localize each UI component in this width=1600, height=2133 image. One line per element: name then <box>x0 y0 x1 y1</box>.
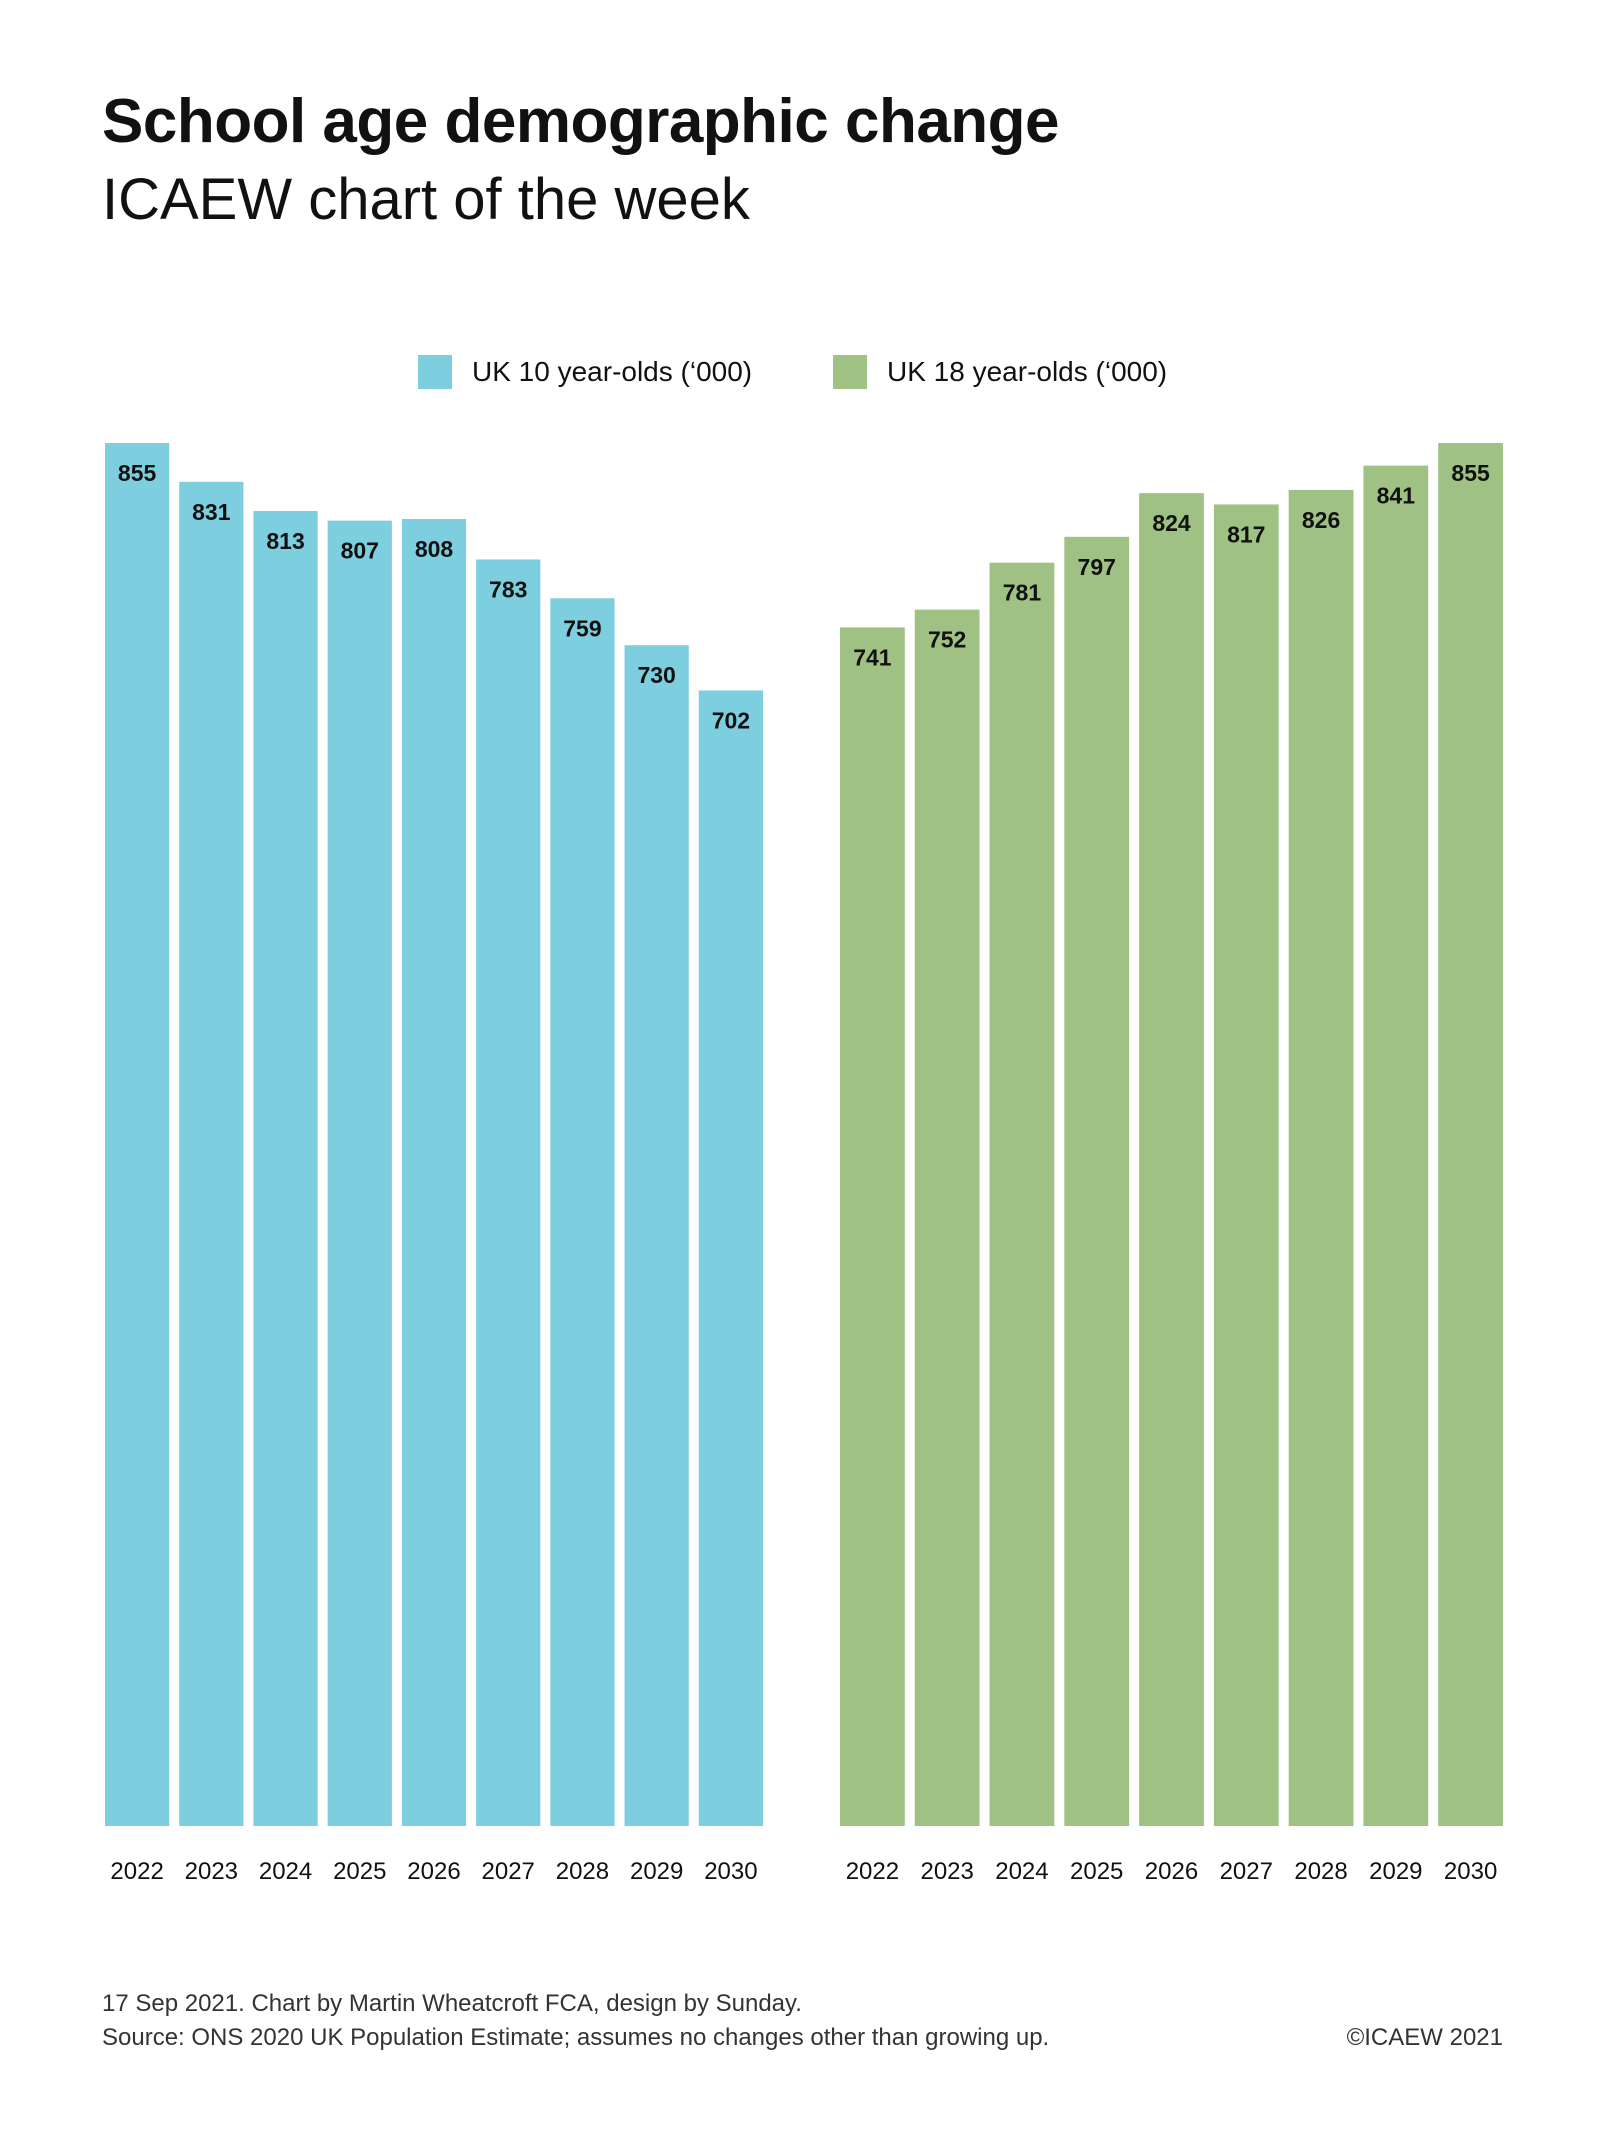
data-label-18-year-olds-2026: 824 <box>1152 510 1191 536</box>
data-label-18-year-olds-2027: 817 <box>1227 521 1265 547</box>
bar-18-year-olds-2022 <box>840 627 905 1826</box>
x-tick-label-18-year-olds-2023: 2023 <box>920 1858 973 1885</box>
data-label-18-year-olds-2028: 826 <box>1302 507 1340 533</box>
x-tick-label-10-year-olds-2029: 2029 <box>630 1858 683 1885</box>
data-label-10-year-olds-2028: 759 <box>563 615 601 641</box>
data-label-10-year-olds-2026: 808 <box>415 536 454 562</box>
data-label-10-year-olds-2024: 813 <box>266 528 304 554</box>
footer-credits: 17 Sep 2021. Chart by Martin Wheatcroft … <box>102 1990 802 2017</box>
data-label-10-year-olds-2029: 730 <box>637 662 675 688</box>
bar-18-year-olds-2023 <box>914 609 980 1827</box>
x-tick-label-18-year-olds-2022: 2022 <box>846 1858 899 1885</box>
data-label-10-year-olds-2023: 831 <box>192 499 231 525</box>
legend-item-10-year-olds: UK 10 year-olds (‘000) <box>418 355 752 389</box>
x-tick-label-18-year-olds-2030: 2030 <box>1444 1858 1497 1885</box>
data-label-10-year-olds-2027: 783 <box>489 576 527 602</box>
data-label-18-year-olds-2029: 841 <box>1377 483 1416 509</box>
data-label-18-year-olds-2030: 855 <box>1451 460 1490 486</box>
bar-10-year-olds-2029 <box>624 645 689 1826</box>
legend-swatch-18-year-olds <box>833 355 867 389</box>
bar-18-year-olds-2027 <box>1213 504 1279 1826</box>
x-tick-label-18-year-olds-2028: 2028 <box>1294 1858 1347 1885</box>
x-tick-label-10-year-olds-2023: 2023 <box>185 1858 238 1885</box>
bar-10-year-olds-2023 <box>179 481 244 1826</box>
data-label-18-year-olds-2023: 752 <box>928 627 966 653</box>
bar-10-year-olds-2025 <box>327 520 392 1826</box>
x-tick-label-10-year-olds-2028: 2028 <box>556 1858 609 1885</box>
data-label-10-year-olds-2030: 702 <box>712 707 750 733</box>
legend-label-10-year-olds: UK 10 year-olds (‘000) <box>472 356 753 387</box>
x-tick-label-18-year-olds-2024: 2024 <box>995 1858 1048 1885</box>
bar-10-year-olds-2026 <box>401 519 467 1826</box>
x-tick-label-10-year-olds-2024: 2024 <box>259 1858 312 1885</box>
x-tick-label-10-year-olds-2030: 2030 <box>704 1858 757 1885</box>
data-label-18-year-olds-2025: 797 <box>1078 554 1116 580</box>
bar-18-year-olds-2029 <box>1363 465 1429 1826</box>
bar-10-year-olds-2030 <box>698 690 763 1827</box>
bar-10-year-olds-2028 <box>550 598 615 1827</box>
legend: UK 10 year-olds (‘000) UK 18 year-olds (… <box>0 355 1600 395</box>
chart-subtitle: ICAEW chart of the week <box>102 167 750 232</box>
x-tick-label-18-year-olds-2026: 2026 <box>1145 1858 1198 1885</box>
bar-10-year-olds-2024 <box>253 510 318 1827</box>
data-label-18-year-olds-2024: 781 <box>1003 580 1042 606</box>
x-tick-label-10-year-olds-2027: 2027 <box>482 1858 535 1885</box>
x-tick-label-18-year-olds-2027: 2027 <box>1220 1858 1273 1885</box>
x-tick-label-10-year-olds-2026: 2026 <box>407 1858 460 1885</box>
bar-18-year-olds-2025 <box>1064 536 1130 1826</box>
legend-swatch-10-year-olds <box>418 355 452 389</box>
bar-10-year-olds-2022 <box>105 443 170 1826</box>
x-tick-label-18-year-olds-2029: 2029 <box>1369 1858 1422 1885</box>
x-tick-label-10-year-olds-2022: 2022 <box>110 1858 163 1885</box>
bar-18-year-olds-2024 <box>989 562 1055 1826</box>
footer-copyright: ©ICAEW 2021 <box>1346 2024 1503 2051</box>
chart-title: School age demographic change <box>102 87 1060 156</box>
x-tick-label-10-year-olds-2025: 2025 <box>333 1858 386 1885</box>
x-tick-label-18-year-olds-2025: 2025 <box>1070 1858 1123 1885</box>
bar-18-year-olds-2030 <box>1438 443 1503 1826</box>
data-label-10-year-olds-2025: 807 <box>341 538 379 564</box>
legend-label-18-year-olds: UK 18 year-olds (‘000) <box>887 356 1168 387</box>
data-label-10-year-olds-2022: 855 <box>118 460 157 486</box>
bar-10-year-olds-2027 <box>476 559 541 1826</box>
data-label-18-year-olds-2022: 741 <box>853 644 892 670</box>
bar-18-year-olds-2028 <box>1288 489 1354 1826</box>
footer-source: Source: ONS 2020 UK Population Estimate;… <box>102 2024 1050 2051</box>
bar-18-year-olds-2026 <box>1139 493 1204 1827</box>
legend-item-18-year-olds: UK 18 year-olds (‘000) <box>833 355 1167 389</box>
